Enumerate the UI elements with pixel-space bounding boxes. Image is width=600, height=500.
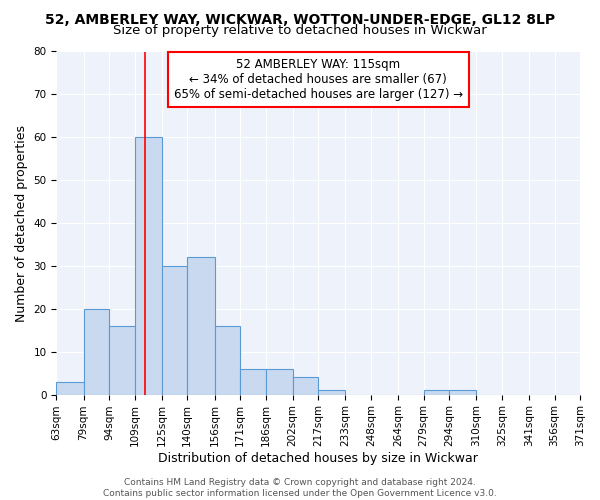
Bar xyxy=(56,382,83,394)
Bar xyxy=(83,309,109,394)
Bar xyxy=(162,266,187,394)
Text: Contains HM Land Registry data © Crown copyright and database right 2024.
Contai: Contains HM Land Registry data © Crown c… xyxy=(103,478,497,498)
X-axis label: Distribution of detached houses by size in Wickwar: Distribution of detached houses by size … xyxy=(158,452,478,465)
Bar xyxy=(293,378,318,394)
Bar xyxy=(187,258,215,394)
Bar xyxy=(240,369,266,394)
Text: Size of property relative to detached houses in Wickwar: Size of property relative to detached ho… xyxy=(113,24,487,37)
Bar xyxy=(215,326,240,394)
Bar xyxy=(424,390,449,394)
Bar xyxy=(449,390,476,394)
Bar xyxy=(109,326,134,394)
Y-axis label: Number of detached properties: Number of detached properties xyxy=(15,124,28,322)
Bar xyxy=(318,390,346,394)
Bar xyxy=(266,369,293,394)
Text: 52 AMBERLEY WAY: 115sqm
← 34% of detached houses are smaller (67)
65% of semi-de: 52 AMBERLEY WAY: 115sqm ← 34% of detache… xyxy=(173,58,463,102)
Bar xyxy=(134,138,162,394)
Text: 52, AMBERLEY WAY, WICKWAR, WOTTON-UNDER-EDGE, GL12 8LP: 52, AMBERLEY WAY, WICKWAR, WOTTON-UNDER-… xyxy=(45,12,555,26)
